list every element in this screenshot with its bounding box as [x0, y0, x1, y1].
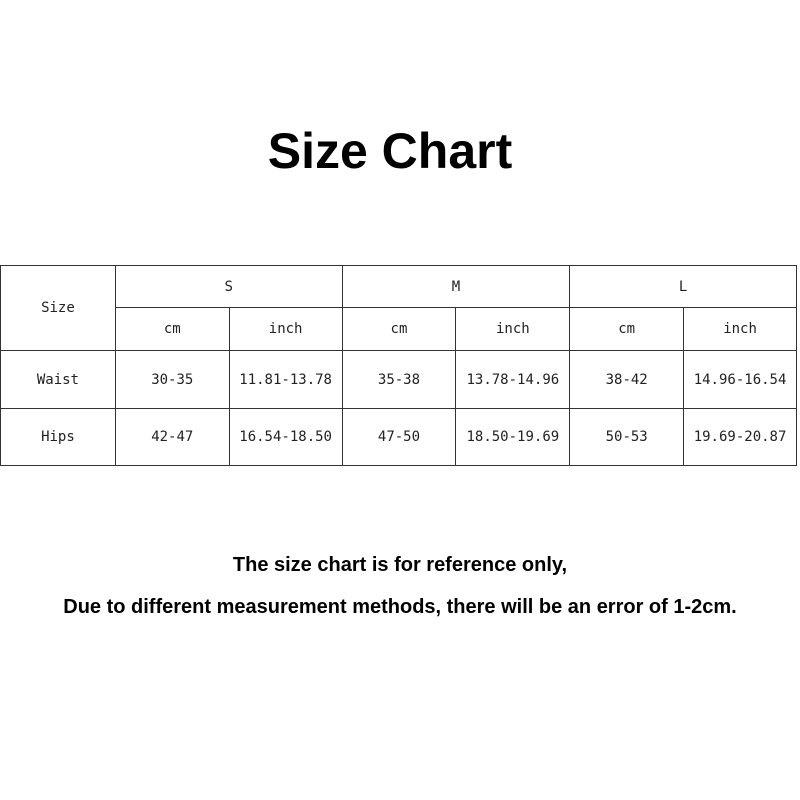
- size-m-header: M: [341, 265, 571, 308]
- table-cell: 18.50-19.69: [455, 408, 571, 466]
- table-cell: 47-50: [341, 408, 457, 466]
- unit-header: cm: [341, 307, 457, 351]
- unit-header: cm: [569, 307, 685, 351]
- size-table: Size S M L cm inch cm inch cm inch Waist…: [0, 265, 797, 466]
- row-label: Hips: [0, 408, 116, 466]
- table-cell: 14.96-16.54: [683, 350, 797, 409]
- table-row-waist: Waist 30-35 11.81-13.78 35-38 13.78-14.9…: [0, 350, 797, 409]
- unit-header: inch: [455, 307, 571, 351]
- unit-header: inch: [683, 307, 797, 351]
- table-cell: 38-42: [569, 350, 685, 409]
- reference-note: The size chart is for reference only,: [232, 554, 568, 576]
- table-cell: 35-38: [341, 350, 457, 409]
- page-title: Size Chart: [267, 123, 513, 179]
- unit-header: cm: [114, 307, 230, 351]
- size-l-header: L: [569, 265, 797, 308]
- row-label: Waist: [0, 350, 116, 409]
- table-cell: 42-47: [114, 408, 230, 466]
- table-cell: 13.78-14.96: [455, 350, 571, 409]
- error-note: Due to different measurement methods, th…: [63, 596, 737, 618]
- table-cell: 16.54-18.50: [228, 408, 343, 466]
- table-cell: 30-35: [114, 350, 230, 409]
- table-cell: 19.69-20.87: [683, 408, 797, 466]
- size-s-header: S: [114, 265, 343, 308]
- size-header: Size: [0, 265, 116, 351]
- table-row-hips: Hips 42-47 16.54-18.50 47-50 18.50-19.69…: [0, 408, 797, 466]
- table-cell: 11.81-13.78: [228, 350, 343, 409]
- unit-header: inch: [228, 307, 343, 351]
- table-cell: 50-53: [569, 408, 685, 466]
